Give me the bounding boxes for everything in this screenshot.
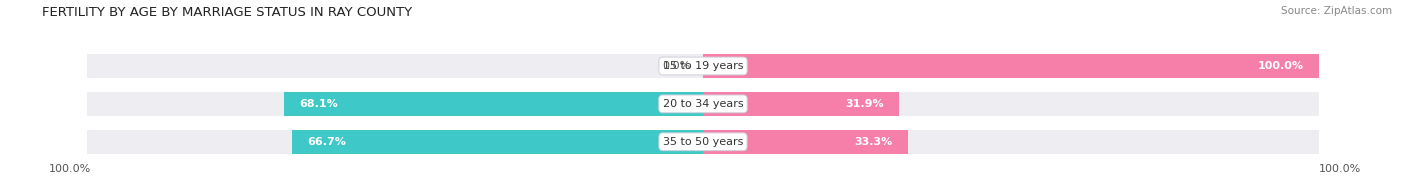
Text: Source: ZipAtlas.com: Source: ZipAtlas.com <box>1281 6 1392 16</box>
Text: 0.0%: 0.0% <box>662 61 690 71</box>
Text: 68.1%: 68.1% <box>299 99 337 109</box>
Legend: Married, Unmarried: Married, Unmarried <box>621 192 785 196</box>
Text: 31.9%: 31.9% <box>845 99 884 109</box>
Bar <box>703 54 1319 78</box>
Bar <box>87 54 1319 78</box>
Bar <box>284 92 703 116</box>
Text: 100.0%: 100.0% <box>1257 61 1303 71</box>
Text: 35 to 50 years: 35 to 50 years <box>662 137 744 147</box>
Text: 100.0%: 100.0% <box>1319 163 1361 174</box>
Text: 15 to 19 years: 15 to 19 years <box>662 61 744 71</box>
Bar <box>292 130 703 153</box>
Bar <box>703 92 900 116</box>
Text: 66.7%: 66.7% <box>308 137 346 147</box>
Text: FERTILITY BY AGE BY MARRIAGE STATUS IN RAY COUNTY: FERTILITY BY AGE BY MARRIAGE STATUS IN R… <box>42 6 412 19</box>
Text: 100.0%: 100.0% <box>49 163 91 174</box>
Bar <box>87 92 1319 116</box>
Bar <box>87 130 1319 153</box>
Bar <box>703 130 908 153</box>
Text: 33.3%: 33.3% <box>855 137 893 147</box>
Text: 20 to 34 years: 20 to 34 years <box>662 99 744 109</box>
